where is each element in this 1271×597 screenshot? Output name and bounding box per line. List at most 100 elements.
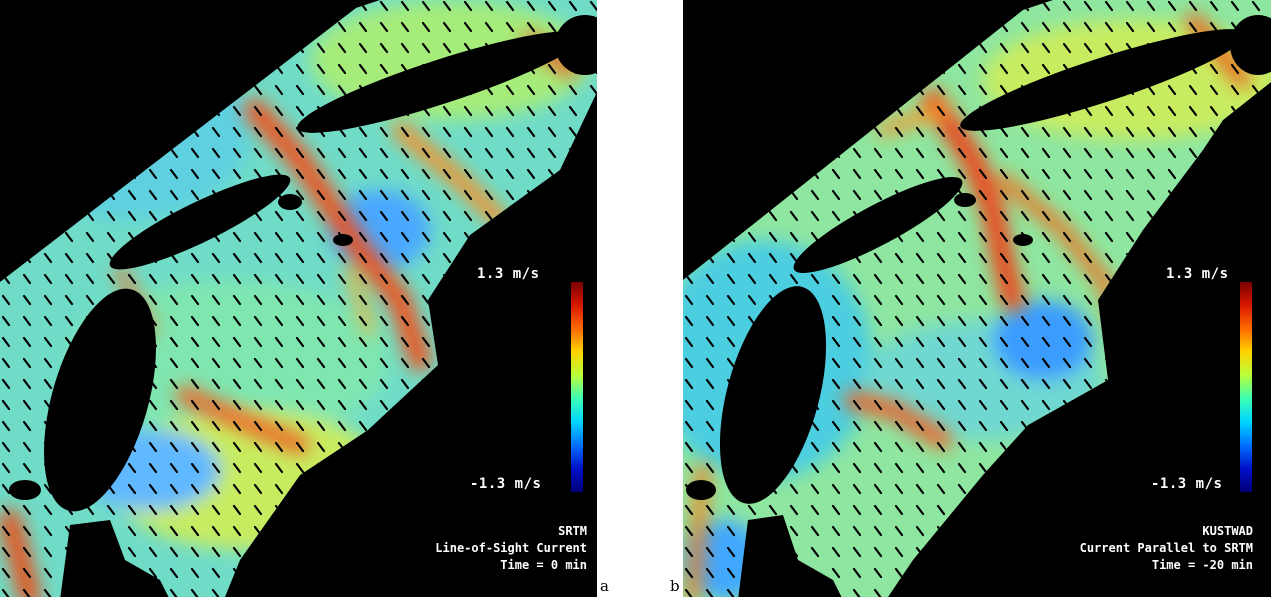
vector-arrow [1125, 441, 1135, 453]
vector-arrow [1083, 588, 1093, 597]
vector-arrow [831, 441, 841, 453]
vector-arrow [936, 21, 946, 33]
caption-a: SRTM Line-of-Sight Current Time = 0 min [435, 523, 587, 574]
vector-arrow [169, 357, 179, 369]
vector-arrow [547, 336, 557, 348]
vector-arrow [211, 315, 221, 327]
vector-arrow [358, 546, 368, 558]
vector-arrow [337, 588, 347, 597]
vector-arrow [873, 21, 883, 33]
vector-arrow [810, 441, 820, 453]
vector-arrow [747, 21, 757, 33]
vector-arrow [1, 399, 11, 411]
vector-arrow [1125, 357, 1135, 369]
colorbar-min-label-b: -1.3 m/s [1151, 476, 1223, 492]
vector-arrow [726, 147, 736, 159]
vector-arrow [1188, 420, 1198, 432]
vector-arrow [1167, 462, 1177, 474]
vector-arrow [358, 588, 368, 597]
vector-arrow [43, 273, 53, 285]
vector-arrow [978, 231, 988, 243]
vector-arrow [1020, 231, 1030, 243]
vector-arrow [1062, 315, 1072, 327]
vector-arrow [106, 525, 116, 537]
vector-arrow [505, 210, 515, 222]
vector-arrow [810, 189, 820, 201]
vector-arrow [568, 126, 578, 138]
vector-arrow [894, 441, 904, 453]
vector-arrow [85, 147, 95, 159]
vector-arrow [810, 294, 820, 306]
vector-arrow [64, 483, 74, 495]
vector-arrow [106, 420, 116, 432]
vector-arrow [1, 42, 11, 54]
vector-arrow [1125, 483, 1135, 495]
vector-arrow [810, 504, 820, 516]
vector-arrow [726, 504, 736, 516]
vector-arrow [421, 273, 431, 285]
vector-arrow [1041, 21, 1051, 33]
vector-arrow [1083, 0, 1093, 12]
vector-arrow [295, 168, 305, 180]
vector-arrow [1125, 231, 1135, 243]
vector-arrow [852, 546, 862, 558]
vector-arrow [768, 378, 778, 390]
vector-arrow [127, 567, 137, 579]
island-a7 [60, 520, 169, 597]
vector-arrow [211, 168, 221, 180]
vector-arrow [400, 546, 410, 558]
caption-line-2: Current Parallel to SRTM [1079, 541, 1253, 555]
vector-arrow [705, 441, 715, 453]
vector-arrow [810, 63, 820, 75]
vector-arrow [85, 126, 95, 138]
vector-arrow [43, 0, 53, 12]
vector-arrow [43, 315, 53, 327]
vector-arrow [1020, 147, 1030, 159]
vector-arrow [1146, 420, 1156, 432]
vector-arrow [726, 357, 736, 369]
vector-arrow [705, 567, 715, 579]
vector-arrow [358, 483, 368, 495]
vector-arrow [400, 504, 410, 516]
vector-arrow [957, 315, 967, 327]
vector-arrow [957, 483, 967, 495]
vector-arrow [1209, 189, 1219, 201]
vector-arrow [253, 588, 263, 597]
vector-arrow [1146, 462, 1156, 474]
vector-arrow [1167, 504, 1177, 516]
vector-arrow [148, 273, 158, 285]
vector-arrow [337, 63, 347, 75]
vector-arrow [705, 231, 715, 243]
vector-arrow [22, 483, 32, 495]
vector-arrow [106, 63, 116, 75]
vector-arrow [379, 210, 389, 222]
vector-arrow [1230, 21, 1240, 33]
vector-arrow [232, 168, 242, 180]
vector-arrow [148, 231, 158, 243]
vector-arrow [421, 63, 431, 75]
vector-arrow [1146, 0, 1156, 12]
vector-arrow [915, 504, 925, 516]
vector-arrow [85, 441, 95, 453]
vector-arrow [442, 126, 452, 138]
vector-arrow [1125, 336, 1135, 348]
vector-arrow [1062, 336, 1072, 348]
vector-arrow [873, 42, 883, 54]
vector-arrow [1125, 252, 1135, 264]
vector-arrow [295, 462, 305, 474]
vector-arrow [768, 567, 778, 579]
vector-arrow [1230, 189, 1240, 201]
vector-arrow [316, 315, 326, 327]
vector-arrow [337, 420, 347, 432]
vector-arrow [85, 0, 95, 12]
vector-arrow [547, 252, 557, 264]
vector-arrow [936, 441, 946, 453]
vector-arrow [64, 147, 74, 159]
vector-arrow [232, 252, 242, 264]
vector-arrow [705, 315, 715, 327]
vector-arrow [1083, 126, 1093, 138]
vector-arrow [978, 63, 988, 75]
vector-arrow [358, 357, 368, 369]
island-a1 [297, 31, 583, 133]
vector-arrow [1251, 315, 1261, 327]
